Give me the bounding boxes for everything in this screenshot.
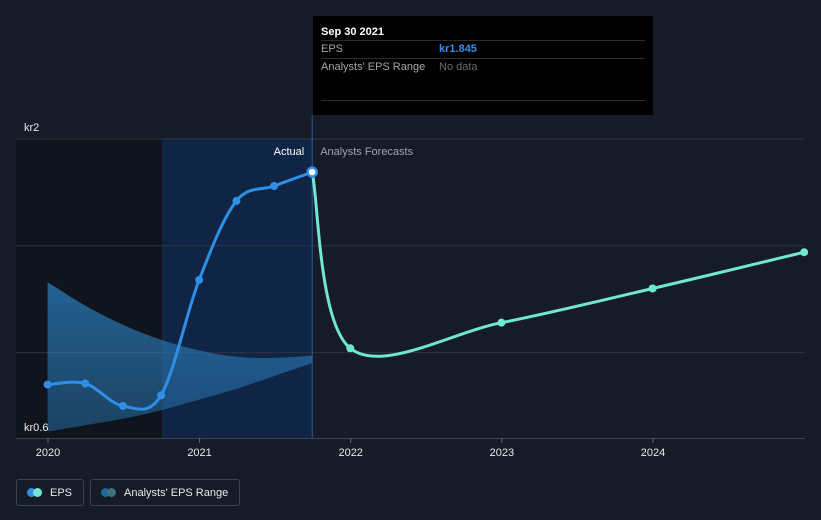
- eps-actual-point: [270, 181, 279, 190]
- legend-range-label: Analysts' EPS Range: [124, 486, 229, 499]
- range-area-layer: [47, 282, 313, 432]
- forecast-annotation: Analysts Forecasts: [320, 146, 413, 158]
- x-tick-label: 2024: [641, 447, 665, 459]
- eps-actual-point: [43, 380, 52, 389]
- legend-item-eps[interactable]: EPS: [16, 479, 85, 506]
- eps-actual-point: [118, 401, 127, 410]
- legend-item-range[interactable]: Analysts' EPS Range: [90, 479, 241, 506]
- y-tick-label: kr0.6: [24, 422, 48, 434]
- eps-actual-point: [81, 379, 90, 388]
- eps-range-area: [47, 282, 313, 432]
- tooltip-eps-value: kr1.845: [439, 43, 477, 55]
- x-tick-label: 2020: [36, 447, 60, 459]
- x-tick-label: 2023: [490, 447, 514, 459]
- eps-forecast-point: [648, 284, 657, 293]
- tooltip-date: Sep 30 2021: [321, 26, 384, 38]
- legend-eps-label: EPS: [50, 486, 73, 499]
- x-tick-label: 2022: [338, 447, 362, 459]
- eps-forecast-point: [800, 248, 809, 257]
- eps-forecast-point: [346, 344, 355, 353]
- tooltip-row-eps: EPS kr1.845: [321, 40, 645, 58]
- x-tick-label: 2021: [187, 447, 211, 459]
- tooltip-row-range: Analysts' EPS Range No data: [321, 58, 645, 76]
- tooltip-eps-label: EPS: [321, 43, 344, 55]
- tooltip-divider: [321, 100, 645, 101]
- tooltip-range-value: No data: [439, 61, 478, 73]
- tooltip: Sep 30 2021 EPS kr1.845 Analysts' EPS Ra…: [313, 16, 653, 115]
- tooltip-range-label: Analysts' EPS Range: [321, 61, 426, 73]
- legend: EPS Analysts' EPS Range: [16, 479, 241, 506]
- eps-forecast-line: [310, 170, 806, 358]
- eps-swatch-icon: [27, 488, 43, 497]
- actual-annotation: Actual: [274, 146, 305, 158]
- eps-actual-line: [46, 170, 314, 411]
- y-tick-label: kr2: [24, 122, 39, 134]
- eps-actual-point: [157, 391, 166, 400]
- eps-forecast-point: [497, 318, 506, 327]
- axis-label-layer: kr2 kr0.6 2020 2021 2022 2023 2024 Actual Analys…: [24, 122, 665, 459]
- eps-actual-point: [195, 275, 204, 284]
- range-swatch-icon: [101, 488, 117, 497]
- eps-point-layer: [43, 166, 809, 410]
- eps-actual-point: [306, 166, 318, 178]
- eps-actual-point: [232, 196, 241, 205]
